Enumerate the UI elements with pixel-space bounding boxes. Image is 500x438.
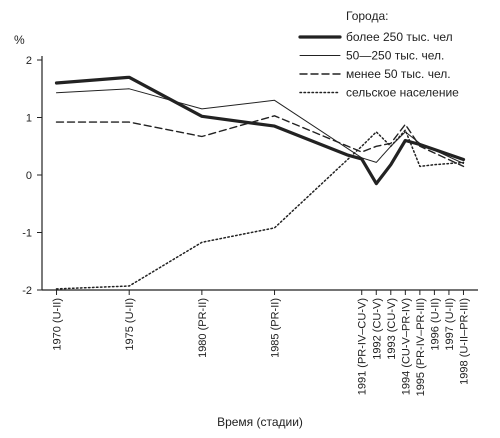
- x-tick-label: 1970 (U-II): [52, 298, 64, 351]
- y-tick-label: -1: [22, 228, 32, 240]
- x-tick-label: 1975 (U-II): [124, 298, 136, 351]
- series-layer: [54, 75, 466, 290]
- x-tick-label: 1985 (PR-II): [270, 298, 282, 358]
- x-tick-label: 1991 (PR-IV–CU-V): [357, 298, 369, 395]
- x-axis-label: Время (стадии): [217, 415, 303, 429]
- x-tick-label: 1997 (U-II): [444, 298, 456, 351]
- legend-entry-3: менее 50 тыс. чел.: [346, 67, 451, 81]
- x-tick-label: 1996 (U-II): [429, 298, 441, 351]
- x-tick-label: 1994 (CU-V–PR-IV): [400, 298, 412, 395]
- x-tick-label: 1993 (CU-V): [386, 298, 398, 360]
- legend-entry-4: сельское население: [346, 86, 459, 100]
- series-line-1: [54, 75, 466, 186]
- series-line-2: [56, 88, 464, 164]
- legend-title: Города:: [346, 9, 388, 23]
- y-axis-label: %: [14, 33, 25, 47]
- axes: 2 1 0 -1 -2% 1970 (U-II) 1975 (U-II) 1980 (PR-I…: [14, 33, 478, 429]
- y-tick-label: -2: [22, 285, 32, 297]
- series-line-4: [55, 129, 465, 290]
- x-tick-label: 1995 (PR-IV–PR-III): [415, 298, 427, 396]
- legend-entry-2: 50—250 тыс. чел.: [346, 49, 444, 63]
- series-line-3: [55, 115, 465, 168]
- y-tick-label: 0: [26, 170, 32, 182]
- x-tick-label: 1998 (U-II–PR-III): [458, 298, 470, 385]
- legend-entry-1: более 250 тыс. чел: [346, 30, 453, 44]
- x-tick-label: 1992 (CU-V): [371, 298, 383, 360]
- legend: Города: более 250 тыс. чел 50—250 тыс. чел…: [298, 9, 459, 100]
- y-tick-label: 2: [26, 55, 32, 67]
- x-tick-label: 1980 (PR-II): [197, 298, 209, 358]
- y-tick-label: 1: [26, 113, 32, 125]
